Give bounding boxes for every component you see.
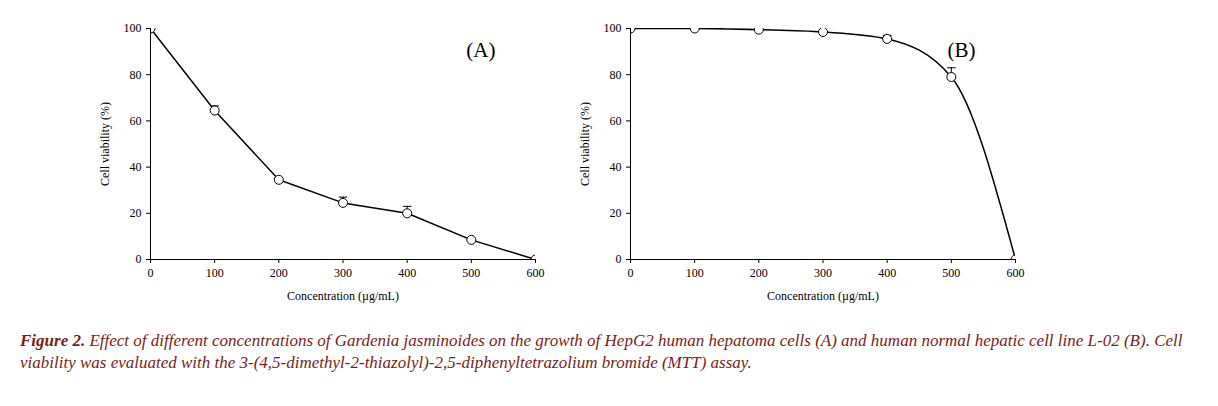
svg-text:0: 0	[136, 252, 142, 266]
svg-text:300: 300	[334, 266, 352, 280]
svg-text:600: 600	[1007, 266, 1025, 280]
svg-text:(B): (B)	[948, 38, 976, 62]
html-text:Figure 2. Effect of different: Figure 2. Effect of different concentrat…	[20, 331, 1183, 372]
svg-text:500: 500	[942, 266, 960, 280]
svg-text:400: 400	[878, 266, 896, 280]
svg-text:300: 300	[814, 266, 832, 280]
svg-text:600: 600	[527, 266, 545, 280]
svg-text:40: 40	[610, 160, 622, 174]
svg-text:60: 60	[130, 114, 142, 128]
svg-text:100: 100	[686, 266, 704, 280]
svg-text:Cell viability (%): Cell viability (%)	[98, 102, 112, 186]
svg-text:20: 20	[610, 206, 622, 220]
svg-text:Cell viability (%): Cell viability (%)	[578, 102, 592, 186]
svg-text:(A): (A)	[466, 38, 495, 62]
svg-text:Concentration (µg/mL): Concentration (µg/mL)	[287, 289, 399, 303]
svg-text:200: 200	[750, 266, 768, 280]
svg-text:400: 400	[398, 266, 416, 280]
svg-text:80: 80	[610, 68, 622, 82]
svg-text:500: 500	[462, 266, 480, 280]
svg-text:Concentration (µg/mL): Concentration (µg/mL)	[767, 289, 879, 303]
svg-text:200: 200	[270, 266, 288, 280]
svg-text:0: 0	[148, 266, 154, 280]
svg-text:100: 100	[604, 21, 622, 35]
svg-text:60: 60	[610, 114, 622, 128]
svg-text:0: 0	[628, 266, 634, 280]
svg-text:20: 20	[130, 206, 142, 220]
svg-text:100: 100	[206, 266, 224, 280]
svg-text:80: 80	[130, 68, 142, 82]
svg-text:100: 100	[124, 21, 142, 35]
svg-text:0: 0	[616, 252, 622, 266]
svg-text:40: 40	[130, 160, 142, 174]
